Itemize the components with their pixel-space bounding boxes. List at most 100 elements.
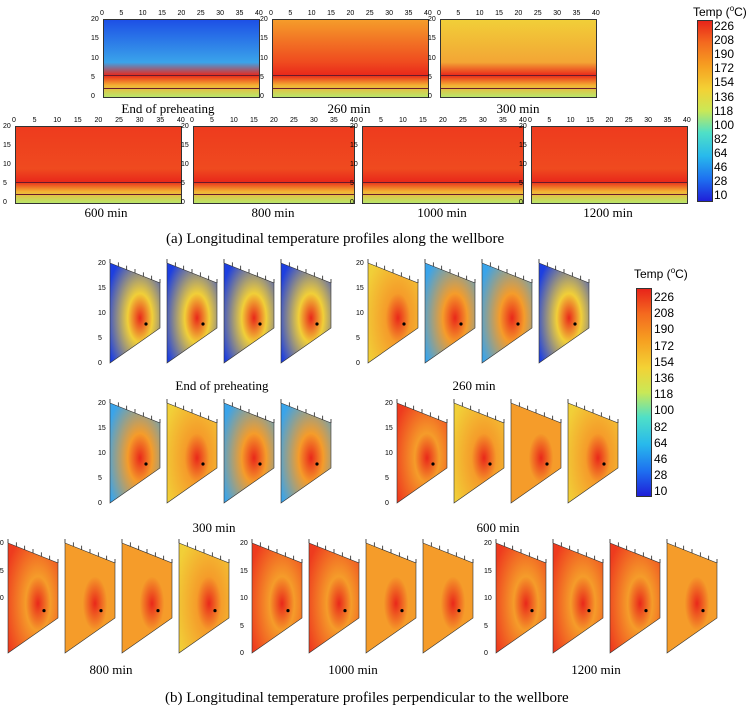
x-tick-label: 15 — [495, 10, 503, 17]
x-tick-label: 40 — [683, 117, 691, 124]
y-tick-label: 20 — [91, 16, 99, 23]
colorbar-tick-label: 118 — [714, 103, 734, 118]
y-tick-label: 0 — [350, 199, 354, 206]
colorbar-tick-label: 82 — [714, 131, 728, 146]
x-tick-label: 20 — [605, 117, 614, 124]
x-tick-label: 0 — [190, 117, 194, 124]
y-tick-label: 20 — [519, 123, 527, 130]
y-tick-label: 10 — [181, 161, 189, 168]
wellbore-line — [16, 194, 181, 195]
parallelogram-group — [495, 539, 718, 654]
x-tick-label: 10 — [138, 10, 147, 17]
panel-caption: 600 min — [84, 205, 128, 220]
parallelogram-group — [251, 539, 474, 654]
x-tick-label: 30 — [310, 117, 318, 124]
wellbore-line — [532, 194, 687, 195]
x-tick-label: 10 — [566, 117, 575, 124]
x-tick-label: 20 — [514, 10, 523, 17]
profile-panel — [367, 262, 419, 364]
profile-panel — [609, 542, 661, 654]
y-tick-label: 15 — [260, 35, 268, 43]
wellbore-marker — [213, 609, 217, 613]
colorbar-tick-label: 100 — [654, 403, 675, 418]
y-tick-label: 15 — [181, 142, 189, 149]
y-tick-label: 10 — [240, 595, 248, 602]
wellbore-marker — [402, 322, 406, 326]
wellbore-marker — [343, 609, 347, 613]
y-tick-label: 15 — [0, 567, 4, 575]
parallelogram-group — [7, 539, 230, 654]
x-tick-label: 30 — [216, 10, 225, 17]
x-tick-label: 25 — [624, 117, 633, 124]
y-tick-label: 5 — [3, 180, 7, 187]
y-tick-label: 0 — [240, 650, 244, 657]
x-tick-label: 15 — [419, 117, 427, 124]
panel-caption: 1200 min — [571, 662, 621, 677]
x-tick-label: 15 — [586, 117, 594, 124]
wellbore-marker — [201, 462, 205, 466]
x-tick-label: 0 — [100, 10, 104, 17]
colorbar-tick-label: 190 — [654, 322, 675, 337]
x-tick-label: 5 — [547, 117, 552, 124]
wellbore-marker — [545, 462, 549, 466]
x-tick-label: 40 — [424, 10, 432, 17]
y-tick-label: 0 — [260, 93, 264, 100]
profile-panel — [424, 262, 476, 364]
x-tick-label: 35 — [156, 117, 165, 124]
x-tick-label: 0 — [437, 10, 441, 17]
profile-panel — [453, 402, 505, 504]
x-tick-label: 10 — [53, 117, 62, 124]
y-tick-label: 15 — [356, 285, 364, 292]
colorbar-tick-label: 82 — [654, 419, 668, 434]
profile-panel — [223, 402, 275, 504]
x-tick-label: 10 — [230, 117, 238, 124]
colorbar-tick-label: 136 — [714, 89, 735, 104]
x-tick-label: 20 — [439, 117, 447, 124]
x-tick-label: 20 — [346, 10, 355, 17]
y-tick-label: 0 — [519, 199, 523, 206]
y-tick-label: 5 — [181, 180, 185, 187]
y-tick-label: 20 — [240, 540, 248, 547]
heatmap-panel — [531, 126, 688, 204]
x-tick-label: 25 — [459, 117, 467, 124]
panel-caption: End of preheating — [175, 378, 269, 393]
y-tick-label: 5 — [260, 73, 264, 81]
wellbore-marker — [42, 609, 46, 613]
wellbore-line — [532, 182, 687, 183]
x-tick-label: 15 — [158, 10, 166, 17]
x-tick-label: 35 — [235, 10, 244, 17]
caption-b: (b) Longitudinal temperature profiles pe… — [165, 690, 569, 706]
wellbore-marker — [644, 609, 648, 613]
y-tick-label: 10 — [428, 54, 436, 62]
colorbar-tick-label: 100 — [714, 117, 735, 132]
wellbore-line — [441, 88, 596, 89]
panel-caption: 1000 min — [328, 662, 378, 677]
x-tick-label: 40 — [592, 10, 600, 17]
panel-caption: 800 min — [251, 205, 295, 220]
y-tick-label: 10 — [91, 54, 99, 62]
wellbore-marker — [457, 609, 461, 613]
panel-caption: 1000 min — [417, 205, 467, 220]
wellbore-line — [104, 75, 259, 76]
x-tick-label: 40 — [255, 10, 263, 17]
y-tick-label: 0 — [181, 199, 185, 206]
colorbar-a — [697, 20, 713, 202]
colorbar-tick-label: 190 — [714, 47, 735, 62]
y-tick-label: 20 — [260, 16, 268, 23]
profile-panel — [567, 402, 619, 504]
profile-panel — [223, 262, 275, 364]
y-tick-label: 10 — [98, 310, 106, 317]
x-tick-label: 30 — [644, 117, 653, 124]
y-tick-label: 0 — [91, 93, 95, 100]
y-tick-label: 15 — [519, 142, 527, 149]
x-tick-label: 5 — [210, 117, 214, 124]
colorbar-tick-label: 46 — [714, 160, 728, 174]
y-tick-label: 5 — [484, 622, 488, 630]
y-tick-label: 0 — [484, 650, 488, 657]
y-tick-label: 20 — [385, 400, 393, 407]
wellbore-line — [16, 182, 181, 183]
y-tick-label: 5 — [98, 475, 102, 482]
profile-panel — [495, 542, 547, 654]
y-tick-label: 10 — [98, 450, 106, 457]
x-tick-label: 15 — [73, 117, 82, 124]
